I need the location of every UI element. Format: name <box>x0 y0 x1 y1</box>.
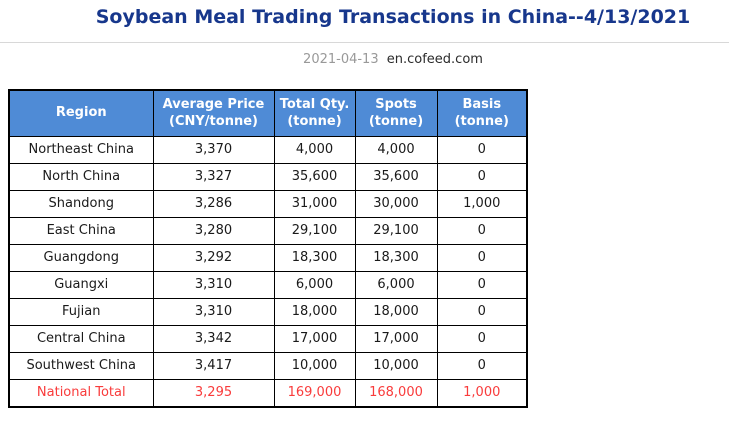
table-row: Guangxi 3,310 6,000 6,000 0 <box>8 270 528 299</box>
total-qty-cell: 29,100 <box>273 216 356 245</box>
source-name: en.cofeed.com <box>386 51 483 67</box>
table-row: Guangdong 3,292 18,300 18,300 0 <box>8 243 528 272</box>
total-qty-cell: 4,000 <box>273 135 356 164</box>
region-cell: Guangdong <box>8 243 154 272</box>
header-total-qty: Total Qty. (tonne) <box>273 89 356 137</box>
spots-cell: 18,300 <box>354 243 438 272</box>
basis-cell: 0 <box>436 135 528 164</box>
table-row: East China 3,280 29,100 29,100 0 <box>8 216 528 245</box>
spots-cell: 35,600 <box>354 162 438 191</box>
total-qty-cell: 18,000 <box>273 297 356 326</box>
spots-cell: 30,000 <box>354 189 438 218</box>
total-qty-cell: 10,000 <box>273 351 356 380</box>
date-line: 2021-04-13 en.cofeed.com <box>0 52 729 68</box>
table-row: Shandong 3,286 31,000 30,000 1,000 <box>8 189 528 218</box>
total-row: National Total 3,295 169,000 168,000 1,0… <box>8 378 528 408</box>
publish-date: 2021-04-13 <box>303 51 379 67</box>
avg-price-cell: 3,286 <box>152 189 275 218</box>
region-cell: Guangxi <box>8 270 154 299</box>
basis-cell: 1,000 <box>436 189 528 218</box>
header-row: Region Average Price (CNY/tonne) Total Q… <box>8 89 528 137</box>
table-row: North China 3,327 35,600 35,600 0 <box>8 162 528 191</box>
table-row: Central China 3,342 17,000 17,000 0 <box>8 324 528 353</box>
header-region: Region <box>8 89 154 137</box>
trading-table: Region Average Price (CNY/tonne) Total Q… <box>8 88 528 408</box>
spots-cell: 168,000 <box>354 378 438 408</box>
basis-cell: 0 <box>436 324 528 353</box>
basis-cell: 0 <box>436 270 528 299</box>
region-cell: Fujian <box>8 297 154 326</box>
region-cell: National Total <box>8 378 154 408</box>
region-cell: Central China <box>8 324 154 353</box>
region-cell: Northeast China <box>8 135 154 164</box>
total-qty-cell: 17,000 <box>273 324 356 353</box>
basis-cell: 0 <box>436 216 528 245</box>
basis-cell: 0 <box>436 297 528 326</box>
basis-cell: 1,000 <box>436 378 528 408</box>
region-cell: East China <box>8 216 154 245</box>
avg-price-cell: 3,327 <box>152 162 275 191</box>
table-row: Fujian 3,310 18,000 18,000 0 <box>8 297 528 326</box>
basis-cell: 0 <box>436 351 528 380</box>
region-cell: North China <box>8 162 154 191</box>
region-cell: Shandong <box>8 189 154 218</box>
avg-price-cell: 3,295 <box>152 378 275 408</box>
avg-price-cell: 3,417 <box>152 351 275 380</box>
table-row: Northeast China 3,370 4,000 4,000 0 <box>8 135 528 164</box>
header-spots: Spots (tonne) <box>354 89 438 137</box>
avg-price-cell: 3,310 <box>152 270 275 299</box>
spots-cell: 17,000 <box>354 324 438 353</box>
avg-price-cell: 3,280 <box>152 216 275 245</box>
spots-cell: 29,100 <box>354 216 438 245</box>
total-qty-cell: 31,000 <box>273 189 356 218</box>
page-title: Soybean Meal Trading Transactions in Chi… <box>95 6 691 28</box>
header-average-price: Average Price (CNY/tonne) <box>152 89 275 137</box>
basis-cell: 0 <box>436 162 528 191</box>
total-qty-cell: 169,000 <box>273 378 356 408</box>
avg-price-cell: 3,370 <box>152 135 275 164</box>
avg-price-cell: 3,342 <box>152 324 275 353</box>
total-qty-cell: 18,300 <box>273 243 356 272</box>
total-qty-cell: 6,000 <box>273 270 356 299</box>
avg-price-cell: 3,310 <box>152 297 275 326</box>
header-block: Soybean Meal Trading Transactions in Chi… <box>0 0 729 30</box>
spots-cell: 6,000 <box>354 270 438 299</box>
spots-cell: 10,000 <box>354 351 438 380</box>
spots-cell: 18,000 <box>354 297 438 326</box>
total-qty-cell: 35,600 <box>273 162 356 191</box>
spots-cell: 4,000 <box>354 135 438 164</box>
title-divider <box>0 41 729 43</box>
table-row: Southwest China 3,417 10,000 10,000 0 <box>8 351 528 380</box>
basis-cell: 0 <box>436 243 528 272</box>
region-cell: Southwest China <box>8 351 154 380</box>
header-basis: Basis (tonne) <box>436 89 528 137</box>
avg-price-cell: 3,292 <box>152 243 275 272</box>
